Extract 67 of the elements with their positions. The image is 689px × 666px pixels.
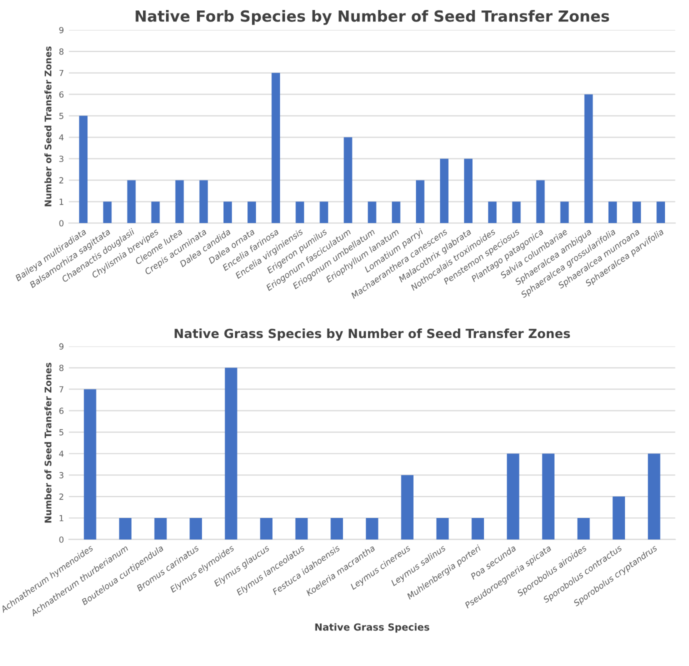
bar bbox=[542, 454, 554, 540]
bar bbox=[392, 202, 400, 224]
y-axis-title: Number of Seed Transfer Zones bbox=[44, 46, 52, 206]
y-tick-label: 0 bbox=[59, 536, 64, 543]
bar bbox=[154, 518, 167, 540]
y-tick-label: 6 bbox=[59, 91, 64, 98]
y-tick-label: 3 bbox=[59, 472, 64, 478]
y-tick-label: 2 bbox=[59, 177, 64, 184]
bar bbox=[330, 518, 343, 540]
bar bbox=[536, 180, 545, 224]
bar bbox=[119, 518, 132, 540]
bar bbox=[199, 180, 208, 224]
bar bbox=[472, 518, 484, 540]
y-tick-label: 1 bbox=[60, 515, 64, 522]
bar bbox=[190, 518, 202, 540]
y-axis-title: Number of Seed Transfer Zones bbox=[44, 362, 52, 523]
y-tick-label: 5 bbox=[59, 112, 64, 120]
bar bbox=[648, 454, 660, 540]
y-tick-label: 8 bbox=[59, 364, 64, 372]
bar bbox=[224, 368, 238, 540]
bar bbox=[577, 518, 590, 540]
bar bbox=[436, 518, 449, 540]
y-tick-label: 2 bbox=[59, 494, 64, 500]
chart-title: Native Forb Species by Number of Seed Transfer Zones bbox=[136, 10, 610, 25]
bar bbox=[151, 202, 160, 224]
y-tick-label: 7 bbox=[59, 70, 64, 76]
bar bbox=[320, 202, 328, 224]
bar bbox=[368, 202, 376, 224]
y-tick-label: 6 bbox=[59, 408, 64, 414]
x-axis-title: Native Grass Species bbox=[315, 623, 430, 633]
bar bbox=[127, 180, 136, 224]
y-tick-label: 0 bbox=[59, 220, 64, 226]
bar bbox=[223, 202, 232, 224]
y-tick-label: 5 bbox=[59, 429, 64, 436]
y-tick-label: 9 bbox=[59, 343, 64, 350]
bar bbox=[260, 518, 272, 540]
bar bbox=[440, 158, 448, 224]
y-tick-label: 4 bbox=[59, 450, 64, 457]
bar bbox=[84, 389, 96, 540]
y-tick-label: 1 bbox=[60, 198, 64, 205]
bar bbox=[416, 180, 424, 224]
bar bbox=[248, 202, 256, 224]
bar bbox=[401, 475, 414, 540]
bar bbox=[612, 496, 625, 540]
bar bbox=[464, 158, 473, 224]
bar bbox=[295, 518, 308, 540]
y-tick-label: 8 bbox=[59, 48, 64, 55]
y-tick-label: 9 bbox=[59, 26, 64, 34]
y-tick-label: 3 bbox=[59, 156, 64, 162]
bar bbox=[103, 202, 112, 224]
y-tick-label: 7 bbox=[59, 386, 64, 392]
bar bbox=[296, 202, 304, 224]
chart-title: Native Grass Species by Number of Seed Transfer Zones bbox=[174, 328, 570, 341]
bar bbox=[506, 454, 520, 540]
y-tick-label: 4 bbox=[59, 134, 64, 140]
bar bbox=[656, 202, 665, 224]
bar bbox=[512, 202, 521, 224]
bar bbox=[584, 94, 593, 224]
bar bbox=[366, 518, 378, 540]
bar bbox=[79, 116, 88, 224]
bar bbox=[632, 202, 641, 224]
bar bbox=[272, 72, 280, 224]
bar bbox=[608, 202, 617, 224]
bar bbox=[488, 202, 497, 224]
bar bbox=[344, 137, 352, 224]
bar bbox=[560, 202, 569, 224]
bar bbox=[175, 180, 184, 224]
